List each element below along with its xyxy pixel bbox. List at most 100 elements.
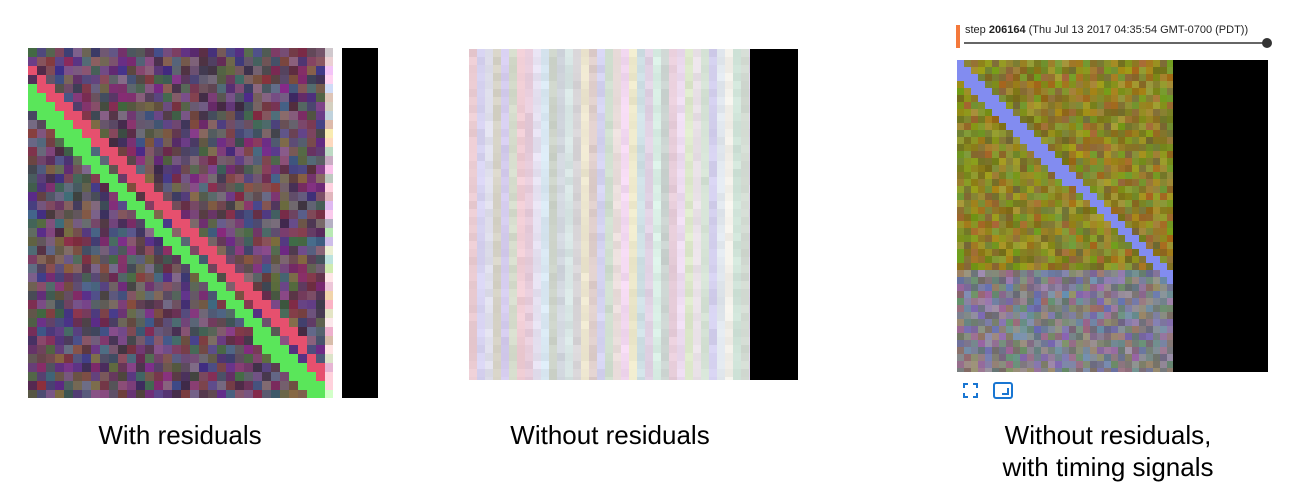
pixel (533, 281, 541, 289)
pixel (1083, 165, 1090, 172)
pixel (172, 102, 181, 111)
pixel (733, 321, 741, 329)
pixel (1111, 60, 1118, 67)
pixel (1125, 123, 1132, 130)
pixel (1020, 102, 1027, 109)
pixel (964, 263, 971, 270)
pixel (226, 372, 235, 381)
pixel (725, 193, 733, 201)
pixel (109, 381, 118, 390)
pixel (307, 84, 316, 93)
pixel (629, 145, 637, 153)
pixel (118, 372, 127, 381)
pixel (541, 129, 549, 137)
pixel (1048, 361, 1055, 368)
pixel (271, 210, 280, 219)
pixel (55, 156, 64, 165)
pixel (661, 169, 669, 177)
pixel (565, 137, 573, 145)
pixel (693, 353, 701, 361)
pixel (629, 329, 637, 337)
pixel (289, 309, 298, 318)
pixel (1013, 319, 1020, 326)
pixel (477, 81, 485, 89)
pixel (1055, 158, 1062, 165)
pixel (1097, 179, 1104, 186)
pixel (271, 129, 280, 138)
pixel (677, 193, 685, 201)
pixel (992, 284, 999, 291)
pixel (163, 381, 172, 390)
pixel (725, 137, 733, 145)
pixel (1069, 151, 1076, 158)
pixel (709, 97, 717, 105)
pixel (985, 326, 992, 333)
pixel (1076, 81, 1083, 88)
pixel (999, 214, 1006, 221)
slider-thumb[interactable] (1262, 38, 1272, 48)
pixel (477, 313, 485, 321)
pixel (565, 217, 573, 225)
pixel (597, 145, 605, 153)
pixel (964, 123, 971, 130)
pixel (325, 192, 333, 201)
pixel (208, 300, 217, 309)
pixel (701, 57, 709, 65)
pixel (325, 255, 333, 264)
pixel (235, 111, 244, 120)
fit-icon[interactable] (993, 382, 1013, 399)
pixel (541, 121, 549, 129)
pixel (971, 354, 978, 361)
pixel (163, 246, 172, 255)
pixel (978, 270, 985, 277)
pixel (669, 289, 677, 297)
pixel (1118, 319, 1125, 326)
pixel (469, 249, 477, 257)
pixel (208, 156, 217, 165)
pixel (190, 210, 199, 219)
pixel (46, 129, 55, 138)
pixel (82, 291, 91, 300)
pixel (127, 237, 136, 246)
pixel (581, 153, 589, 161)
pixel (1125, 207, 1132, 214)
pixel (629, 353, 637, 361)
pixel (693, 217, 701, 225)
pixel (701, 65, 709, 73)
pixel (199, 192, 208, 201)
pixel (1160, 214, 1167, 221)
pixel (1013, 221, 1020, 228)
pixel (477, 193, 485, 201)
pixel (1146, 137, 1153, 144)
pixel (1146, 305, 1153, 312)
pixel (669, 177, 677, 185)
pixel (469, 257, 477, 265)
pixel (262, 210, 271, 219)
pixel (629, 345, 637, 353)
pixel (1055, 242, 1062, 249)
pixel (1097, 221, 1104, 228)
pixel (217, 156, 226, 165)
pixel (1111, 298, 1118, 305)
fullscreen-icon[interactable] (963, 383, 978, 398)
pixel (525, 241, 533, 249)
pixel (477, 241, 485, 249)
pixel (1160, 228, 1167, 235)
pixel (1083, 95, 1090, 102)
pixel (217, 318, 226, 327)
pixel (565, 329, 573, 337)
pixel (525, 217, 533, 225)
pixel (145, 318, 154, 327)
pixel (1104, 172, 1111, 179)
pixel (109, 246, 118, 255)
pixel (1153, 81, 1160, 88)
pixel (741, 105, 749, 113)
pixel (1125, 186, 1132, 193)
pixel (91, 372, 100, 381)
pixel (1034, 242, 1041, 249)
pixel (565, 97, 573, 105)
pixel (163, 129, 172, 138)
pixel (1097, 88, 1104, 95)
pixel (1125, 116, 1132, 123)
pixel (64, 48, 73, 57)
